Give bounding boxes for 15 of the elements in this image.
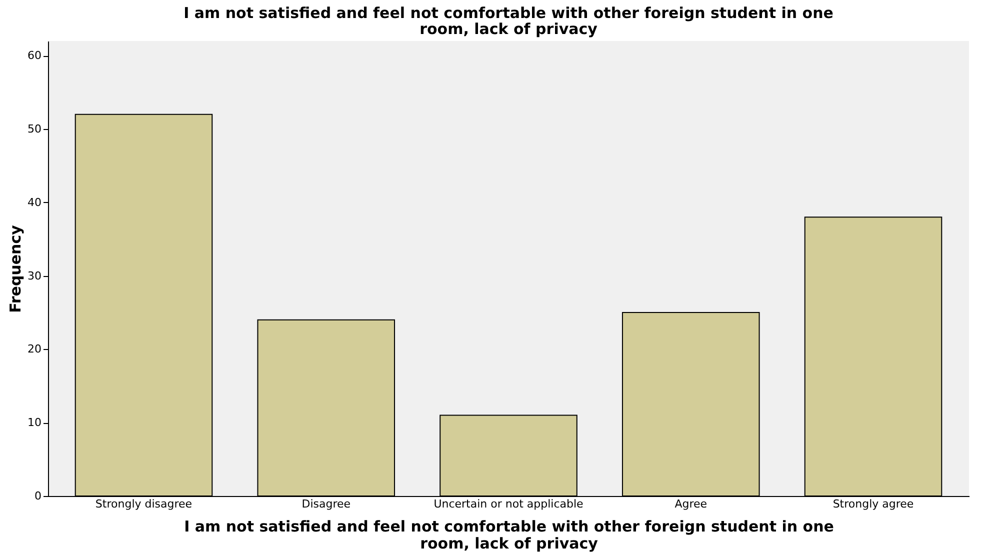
x-tick-label: Disagree bbox=[302, 498, 351, 510]
y-tick-label: 0 bbox=[34, 490, 42, 502]
y-tick-label: 30 bbox=[28, 269, 42, 282]
y-tick-label: 20 bbox=[28, 342, 42, 356]
y-tick-label: 10 bbox=[28, 416, 42, 430]
chart-title: I am not satisfied and feel not comfortable with other foreign student in one room, lack of privacy bbox=[184, 4, 834, 38]
y-tick-label: 40 bbox=[28, 196, 42, 209]
x-axis-title: I am not satisfied and feel not comfortable with other foreign student in one room, lack of privacy bbox=[184, 518, 834, 552]
x-tick-label: Agree bbox=[674, 498, 708, 510]
x-tick-label: Strongly disagree bbox=[95, 498, 192, 510]
x-tick-label: Uncertain or not applicable bbox=[434, 498, 584, 510]
y-tick-label: 50 bbox=[28, 122, 42, 136]
x-tick-label: Strongly agree bbox=[832, 498, 914, 510]
y-axis-title: Frequency bbox=[6, 224, 25, 313]
y-tick-label: 60 bbox=[28, 49, 42, 62]
